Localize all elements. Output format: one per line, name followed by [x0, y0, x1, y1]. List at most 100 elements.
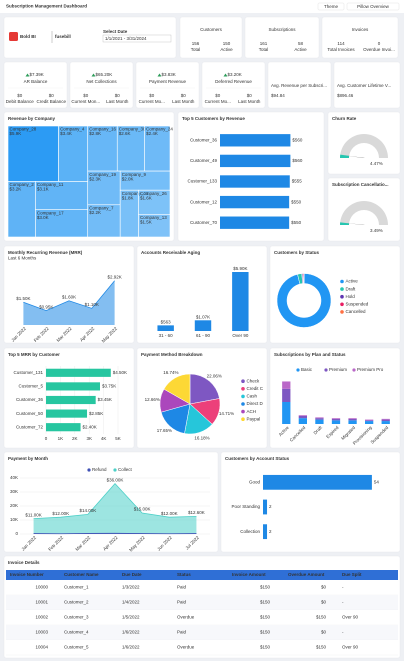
bar: [46, 382, 100, 391]
bar-segment: [298, 415, 307, 419]
legend-label: Premium Pro: [357, 367, 384, 372]
table-cell: $0: [321, 630, 327, 635]
value-label: 12.66%: [145, 397, 160, 402]
treemap-label: Company_7: [89, 205, 114, 210]
legend-swatch: [324, 368, 328, 372]
value-label: $12.60K: [188, 510, 205, 515]
value-label: $550: [291, 199, 302, 204]
legend-swatch: [340, 287, 344, 291]
bar: [46, 395, 96, 405]
bar-segment: [348, 420, 357, 424]
theme-button[interactable]: [317, 2, 345, 11]
view-button[interactable]: [346, 2, 400, 11]
value-label: 2: [269, 504, 272, 509]
table-cell: Customer_3: [64, 615, 89, 620]
value-label: 22.06%: [207, 373, 222, 378]
gauge-value: [340, 222, 350, 225]
treemap-label: Company_24: [146, 127, 173, 132]
table-cell: 1/4/2022: [122, 600, 140, 605]
treemap-value: $1.8K: [122, 195, 134, 200]
bar-segment: [331, 418, 341, 421]
avg-value: $896.46: [337, 93, 354, 98]
value-label: 16.74%: [163, 370, 178, 375]
theme-label[interactable]: Theme: [324, 4, 339, 9]
card: [3, 16, 177, 59]
kpi-item-value: $0: [115, 93, 121, 98]
legend-swatch: [340, 302, 344, 307]
summary-value: 156: [192, 41, 200, 46]
value-label: $14.00K: [79, 508, 96, 513]
logo-mark: [9, 32, 18, 41]
treemap-cell: [7, 181, 36, 238]
summary-label: Total Invoices: [327, 47, 355, 52]
treemap-value: $3.1K: [37, 187, 49, 192]
card: [69, 61, 134, 109]
line: [23, 280, 115, 312]
date-input[interactable]: [102, 34, 172, 43]
card: [135, 61, 200, 109]
value-label: $0.95K: [39, 304, 53, 309]
treemap-label: Company_21: [122, 191, 149, 196]
bar: [220, 175, 290, 188]
value-label: $1.10K: [85, 302, 99, 307]
gauge-needle: [344, 155, 365, 158]
avg-title: Avg. Customer Lifetime V...: [337, 83, 391, 88]
y-tick-label: Collection: [240, 529, 260, 534]
legend-label: Direct D: [247, 401, 264, 406]
bar-segment: [348, 418, 357, 419]
legend-label: Draft: [346, 286, 357, 291]
column-header: Overdue Amount: [288, 572, 325, 577]
view-label[interactable]: Pillow Overview: [357, 4, 390, 9]
y-tick-label: Customer_49: [190, 158, 218, 163]
kpi-label: Net Collections: [86, 79, 117, 84]
table-cell: -: [342, 600, 344, 605]
table-cell: $150: [316, 645, 327, 650]
treemap-value: $3.2K: [10, 187, 22, 192]
summary-value: 161: [260, 41, 268, 46]
summary-value: 114: [337, 41, 345, 46]
table-cell: 10001: [35, 600, 48, 605]
bar-segment: [315, 417, 324, 419]
area: [33, 483, 197, 534]
y-tick-label: 30K: [10, 489, 18, 494]
y-tick-label: 10K: [10, 517, 18, 522]
table-cell: 10004: [35, 645, 48, 650]
area: [23, 280, 115, 325]
legend-swatch: [352, 368, 356, 372]
table-cell: Overdue: [177, 645, 195, 650]
value-label: $563: [161, 320, 172, 325]
gauge-track: [340, 201, 388, 225]
bar-segment: [298, 418, 307, 424]
bar: [220, 134, 291, 147]
kpi-item-label: Credit Balance: [36, 99, 66, 104]
value-label: $1.07K: [196, 314, 210, 319]
card: [267, 61, 332, 109]
card: [333, 61, 401, 109]
summary-value: 58: [298, 41, 304, 46]
date-value[interactable]: 1/1/2021 - 3/31/2024: [105, 36, 147, 41]
legend-label: Suspended: [346, 301, 369, 306]
logo-fusebill: fusebill: [55, 34, 71, 39]
column-header: Customer Name: [64, 572, 99, 577]
table-cell: 1/6/2022: [122, 630, 140, 635]
kpi-item-label: Current Mon...: [71, 99, 100, 104]
card: [269, 245, 401, 344]
card: [179, 16, 243, 59]
chart-title: Subscriptions by Plan and Status: [274, 352, 346, 357]
treemap-cell: [35, 209, 89, 238]
table-cell: -: [342, 585, 344, 590]
kpi-value: $3.20K: [228, 72, 242, 77]
column-header: Due Split: [342, 572, 362, 577]
y-tick-label: 0: [15, 531, 18, 536]
kpi-item-value: $0: [247, 93, 253, 98]
treemap-value: $2.2K: [89, 210, 101, 215]
treemap-cell: [87, 170, 121, 206]
table-row: [6, 580, 398, 595]
table-cell: Over 90: [342, 615, 359, 620]
table-cell: Paid: [177, 600, 187, 605]
gauge-label: 4.47%: [370, 161, 383, 166]
table-cell: Over 90: [342, 645, 359, 650]
summary-label: Total: [191, 47, 201, 52]
slice: [276, 273, 332, 328]
